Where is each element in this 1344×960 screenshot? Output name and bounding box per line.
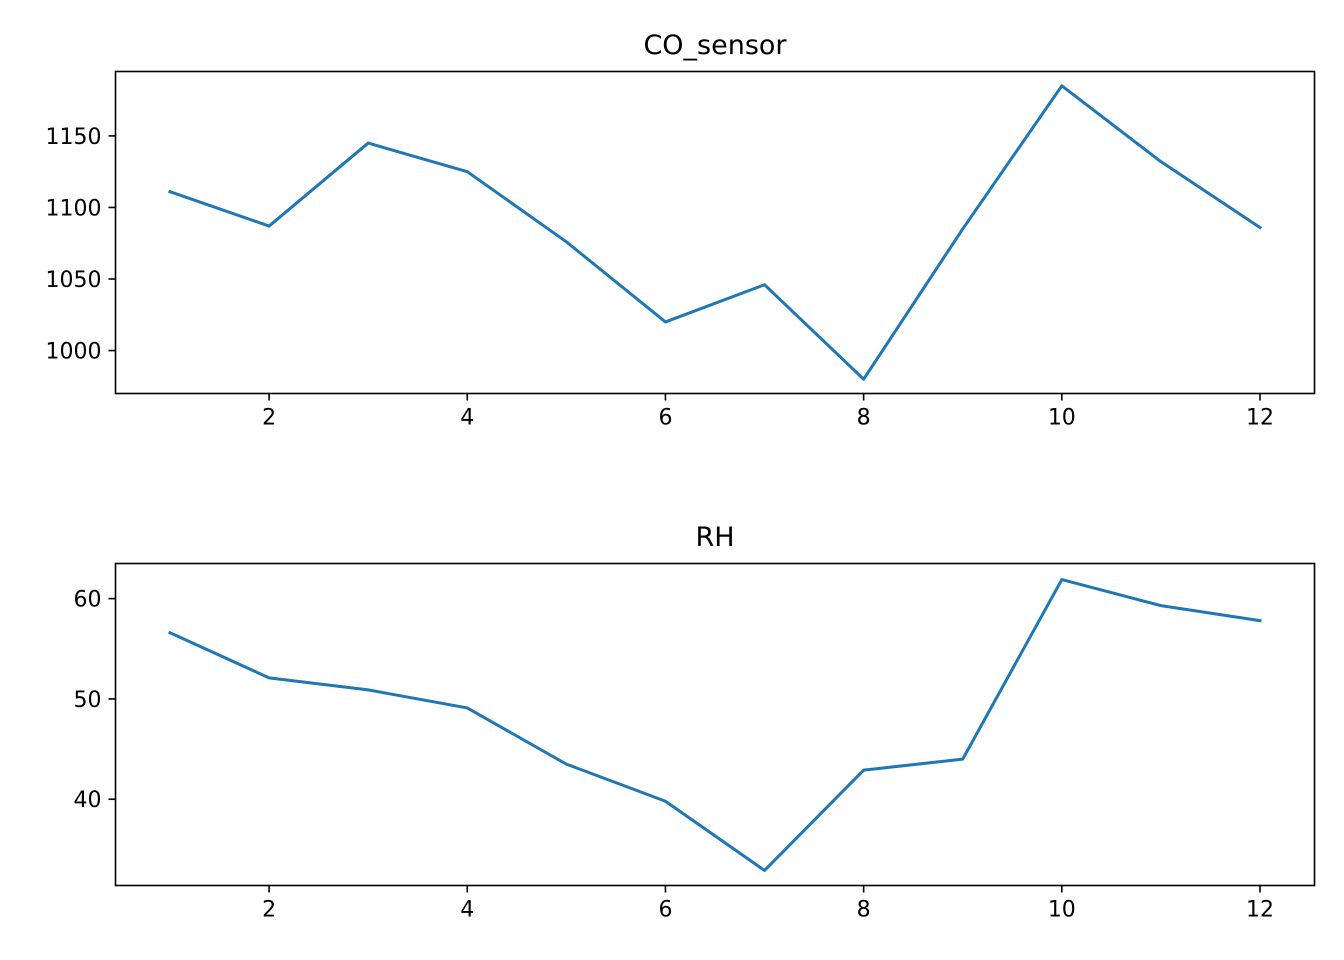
ticks: 2 4 6 8 10 12 40 50 60 [74, 588, 1275, 923]
x-tick-label: 6 [658, 406, 672, 431]
y-tick-label: 60 [74, 588, 102, 613]
series [168, 578, 1262, 872]
plot-frame [114, 562, 1316, 887]
x-tick-label: 10 [1048, 898, 1076, 923]
chart-title: CO_sensor [643, 30, 787, 61]
x-tick-label: 12 [1246, 406, 1274, 431]
y-tick-label: 40 [74, 788, 102, 813]
y-tick-label: 50 [74, 688, 102, 713]
x-tick-label: 6 [658, 898, 672, 923]
y-tick-label: 1000 [46, 340, 102, 365]
x-tick-label: 8 [857, 898, 871, 923]
ticks: 2 4 6 8 10 12 1000 1050 1100 1150 [46, 125, 1275, 431]
chart-title: RH [695, 522, 734, 553]
series-line [168, 84, 1263, 381]
x-tick-label: 2 [262, 406, 276, 431]
rh-chart: RH 2 4 6 8 10 12 40 50 60 [74, 522, 1316, 923]
y-tick-label: 1050 [46, 268, 102, 293]
y-tick-label: 1150 [46, 125, 102, 150]
x-tick-label: 10 [1048, 406, 1076, 431]
x-tick-label: 12 [1246, 898, 1274, 923]
x-tick-label: 4 [460, 406, 474, 431]
y-tick-label: 1100 [46, 196, 102, 221]
x-tick-label: 2 [262, 898, 276, 923]
plot-frame [114, 70, 1316, 395]
co-sensor-chart: CO_sensor 2 4 6 8 10 12 1000 1050 1100 1150 [46, 30, 1316, 431]
x-tick-label: 8 [857, 406, 871, 431]
series [168, 84, 1263, 381]
series-line [168, 578, 1262, 872]
x-tick-label: 4 [460, 898, 474, 923]
